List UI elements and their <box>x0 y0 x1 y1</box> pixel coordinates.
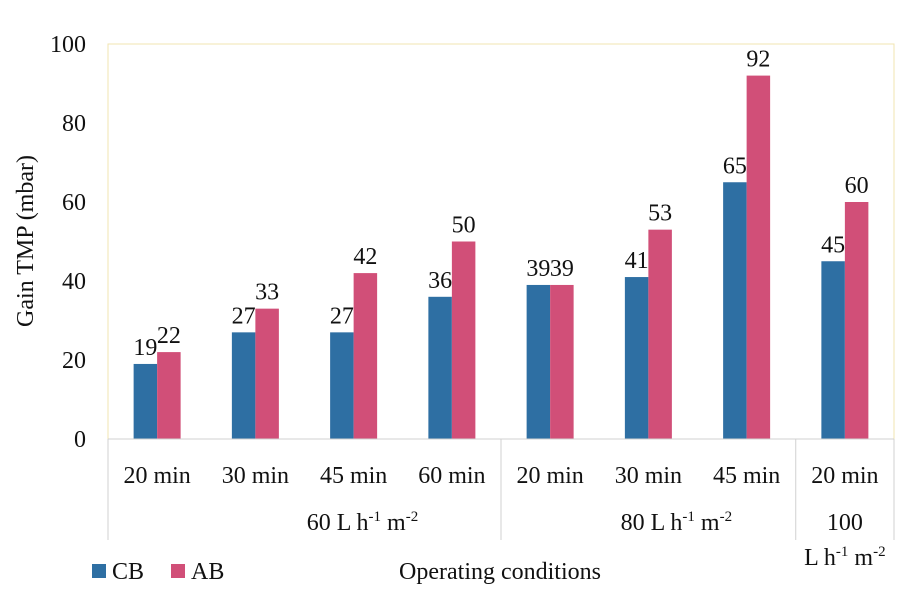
bar-cb <box>330 332 354 439</box>
data-label-ab: 53 <box>648 201 672 227</box>
data-label-ab: 92 <box>746 47 770 73</box>
y-tick-label: 80 <box>62 111 86 137</box>
legend-swatch-cb <box>92 564 106 578</box>
group-label-unit: m <box>381 510 406 536</box>
x-tick-label: 30 min <box>222 463 289 489</box>
y-tick-label: 40 <box>62 269 86 295</box>
group-label-unit: L h <box>651 510 683 536</box>
data-label-ab: 33 <box>255 280 279 306</box>
bar-ab <box>550 284 574 439</box>
x-tick-label: 20 min <box>811 463 878 489</box>
group-label-sup: -1 <box>369 509 382 525</box>
x-axis: 20 min 30 min 45 min 60 min 20 min 30 min 45 m… <box>107 438 895 571</box>
bar-cb <box>821 261 845 439</box>
group-label-sup: -2 <box>720 509 733 525</box>
x-tick-label: 20 min <box>123 463 190 489</box>
legend-swatch-ab <box>171 564 185 578</box>
data-label-cb: 45 <box>821 232 845 258</box>
data-label-cb: 65 <box>723 153 747 179</box>
y-tick-label: 60 <box>62 190 86 216</box>
y-axis: 0 20 40 60 80 100 <box>50 32 86 453</box>
x-tick-label: 20 min <box>516 463 583 489</box>
bar-ab <box>451 241 476 439</box>
bar-cb <box>526 284 551 439</box>
data-label-ab: 60 <box>845 173 869 199</box>
legend: CB AB <box>92 559 224 585</box>
data-label-ab: 50 <box>452 213 476 239</box>
bar-cb <box>723 182 747 439</box>
x-tick-label: 45 min <box>713 463 780 489</box>
group-label-unit: m <box>695 510 720 536</box>
y-tick-label: 100 <box>50 32 86 58</box>
group-label-unit: L h <box>804 545 836 571</box>
bar-cb <box>231 332 256 439</box>
x-axis-title: Operating conditions <box>399 559 601 585</box>
data-label-ab: 39 <box>550 256 574 282</box>
plot-area-border <box>107 43 895 440</box>
bar-ab <box>353 273 378 439</box>
group-label-number: 80 <box>621 510 651 536</box>
group-label: L h-1 m-2 <box>804 544 885 571</box>
data-labels: 19 27 27 36 39 41 65 45 22 33 42 50 39 53 92 60 <box>133 47 868 361</box>
y-tick-label: 0 <box>74 427 86 453</box>
data-label-ab: 22 <box>157 323 181 349</box>
bar-cb <box>133 363 158 439</box>
data-label-cb: 27 <box>330 303 354 329</box>
bar-ab <box>255 308 279 439</box>
x-tick-label: 60 min <box>418 463 485 489</box>
bar-cb <box>428 296 452 439</box>
group-label: 60 L h-1 m-2 <box>307 509 418 536</box>
group-label-unit: L h <box>337 510 369 536</box>
data-label-cb: 39 <box>526 256 550 282</box>
group-label-number: 60 <box>307 510 337 536</box>
group-label-unit: m <box>848 545 873 571</box>
y-axis-title: Gain TMP (mbar) <box>13 155 39 327</box>
group-label-sup: -1 <box>836 544 849 560</box>
x-tick-label: 30 min <box>615 463 682 489</box>
group-label-sup: -2 <box>873 544 886 560</box>
bar-ab <box>648 229 672 439</box>
bars <box>133 75 869 439</box>
data-label-cb: 19 <box>133 335 157 361</box>
group-label-number: 100 <box>827 510 863 536</box>
data-label-cb: 36 <box>428 268 452 294</box>
y-tick-label: 20 <box>62 348 86 374</box>
group-label-sup: -2 <box>406 509 419 525</box>
legend-label-ab: AB <box>191 559 224 585</box>
bar-cb <box>624 277 649 439</box>
data-label-ab: 42 <box>353 244 377 270</box>
group-label-sup: -1 <box>682 509 695 525</box>
legend-label-cb: CB <box>112 559 144 585</box>
bar-ab <box>157 352 181 439</box>
data-label-cb: 27 <box>232 303 256 329</box>
data-label-cb: 41 <box>625 248 649 274</box>
bar-ab <box>746 75 771 439</box>
group-label: 80 L h-1 m-2 <box>621 509 732 536</box>
bar-ab <box>844 202 869 439</box>
x-tick-label: 45 min <box>320 463 387 489</box>
